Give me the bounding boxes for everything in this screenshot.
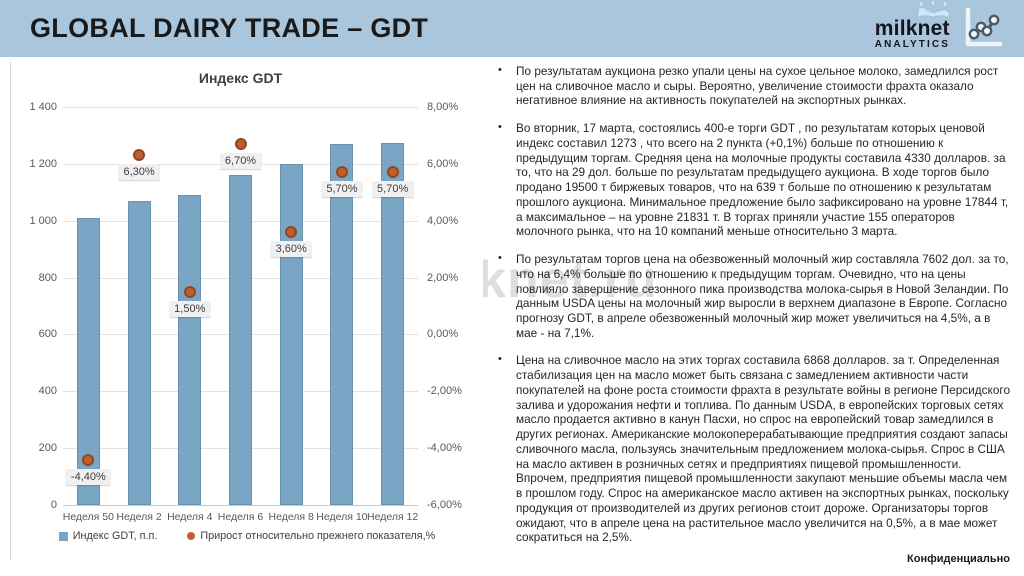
bullet-text: Цена на сливочное масло на этих торгах с…: [516, 353, 1011, 545]
milk-splash-icon: [914, 0, 951, 19]
x-axis-category: Неделя 6: [217, 511, 264, 523]
x-axis-category: Неделя 50: [62, 511, 114, 523]
gridline: [63, 107, 418, 108]
legend-bar-swatch-icon: [58, 531, 68, 541]
growth-point: [133, 149, 146, 162]
data-label: 6,30%: [118, 164, 160, 181]
confidential-label: Конфиденциально: [907, 553, 1010, 565]
gridline: [63, 505, 418, 506]
commentary-column: • По результатам аукциона резко упали це…: [492, 64, 1014, 558]
bullet-marker: •: [498, 252, 502, 265]
growth-point: [82, 453, 95, 466]
left-axis-tick: 800: [38, 271, 57, 284]
bullet-item: • Во вторник, 17 марта, состоялись 400-е…: [492, 121, 1014, 239]
legend-item-index: Индекс GDT, п.п.: [58, 530, 158, 542]
right-axis-tick: 2,00%: [427, 271, 459, 284]
bullet-marker: •: [498, 64, 502, 76]
analytics-logo-text: ANALYTICS: [874, 38, 950, 50]
milknet-logo: milknet ANALYTICS: [874, 0, 1006, 51]
bar: [76, 217, 100, 505]
legend-dot-swatch-icon: [187, 532, 196, 540]
left-axis-tick: 400: [38, 385, 57, 398]
right-axis-tick: 8,00%: [427, 101, 459, 113]
x-axis-category: Неделя 10: [316, 511, 368, 523]
data-label: 5,70%: [321, 181, 363, 198]
right-axis-tick: -2,00%: [427, 385, 462, 398]
left-axis-tick: 1 000: [29, 214, 57, 227]
x-axis-category: Неделя 2: [116, 511, 162, 523]
data-label: 3,60%: [270, 241, 312, 258]
left-axis-tick: 600: [38, 328, 57, 341]
chart-axis-icon: [965, 7, 1003, 47]
growth-point: [234, 137, 247, 150]
left-axis-tick: 1 200: [29, 157, 57, 170]
right-axis-tick: 6,00%: [427, 157, 459, 170]
bar: [330, 143, 354, 505]
right-axis-tick: 4,00%: [427, 214, 459, 227]
bar: [127, 200, 151, 505]
growth-point: [335, 166, 348, 179]
right-axis-tick: -4,00%: [427, 442, 462, 455]
data-label: 6,70%: [219, 152, 262, 169]
bullet-text: По результатам торгов цена на обезвоженн…: [516, 252, 1009, 340]
growth-point: [183, 285, 196, 298]
right-axis-tick: -6,00%: [427, 499, 462, 511]
bullet-item: • По результатам аукциона резко упали це…: [492, 64, 1014, 108]
right-axis-tick: 0,00%: [427, 328, 459, 341]
data-label: 5,70%: [372, 181, 414, 198]
bullet-marker: •: [498, 353, 502, 366]
bullet-item: • По результатам торгов цена на обезвоже…: [492, 252, 1014, 340]
legend-label: Индекс GDT, п.п.: [72, 530, 158, 542]
bar: [229, 175, 252, 505]
page-title: GLOBAL DAIRY TRADE – GDT: [30, 13, 429, 43]
slide-header: GLOBAL DAIRY TRADE – GDT milknet ANALYTI…: [0, 0, 1024, 57]
legend-label: Прирост относительно прежнего показателя…: [200, 530, 436, 542]
bullet-text: Во вторник, 17 марта, состоялись 400-е т…: [516, 121, 1009, 239]
legend-item-growth: Прирост относительно прежнего показателя…: [187, 530, 435, 542]
bullet-text: По результатам аукциона резко упали цены…: [516, 64, 999, 108]
x-axis-category: Неделя 12: [367, 511, 419, 523]
bar: [178, 195, 202, 505]
gdt-index-chart: Индекс GDT 1 400 8,00% 1 200 6,00% 1 000 4,00…: [10, 62, 483, 560]
bullet-item: • Цена на сливочное масло на этих торгах…: [492, 353, 1014, 545]
bar: [279, 163, 303, 505]
growth-point: [386, 166, 399, 179]
milknet-wordmark: milknet ANALYTICS: [874, 0, 951, 51]
bullet-marker: •: [498, 121, 502, 134]
left-axis-tick: 200: [38, 442, 57, 455]
milknet-logo-text: milknet: [874, 16, 950, 40]
growth-point: [285, 226, 298, 239]
left-axis-tick: 1 400: [29, 101, 57, 113]
x-axis-category: Неделя 8: [268, 511, 314, 523]
chart-title: Индекс GDT: [198, 70, 283, 86]
x-axis-category: Неделя 4: [167, 511, 213, 523]
left-axis-tick: 0: [50, 499, 57, 511]
chart-legend: Индекс GDT, п.п. Прирост относительно пр…: [11, 530, 483, 542]
bar: [381, 143, 405, 505]
data-label: -4,40%: [65, 468, 111, 485]
data-label: 1,50%: [169, 300, 211, 317]
